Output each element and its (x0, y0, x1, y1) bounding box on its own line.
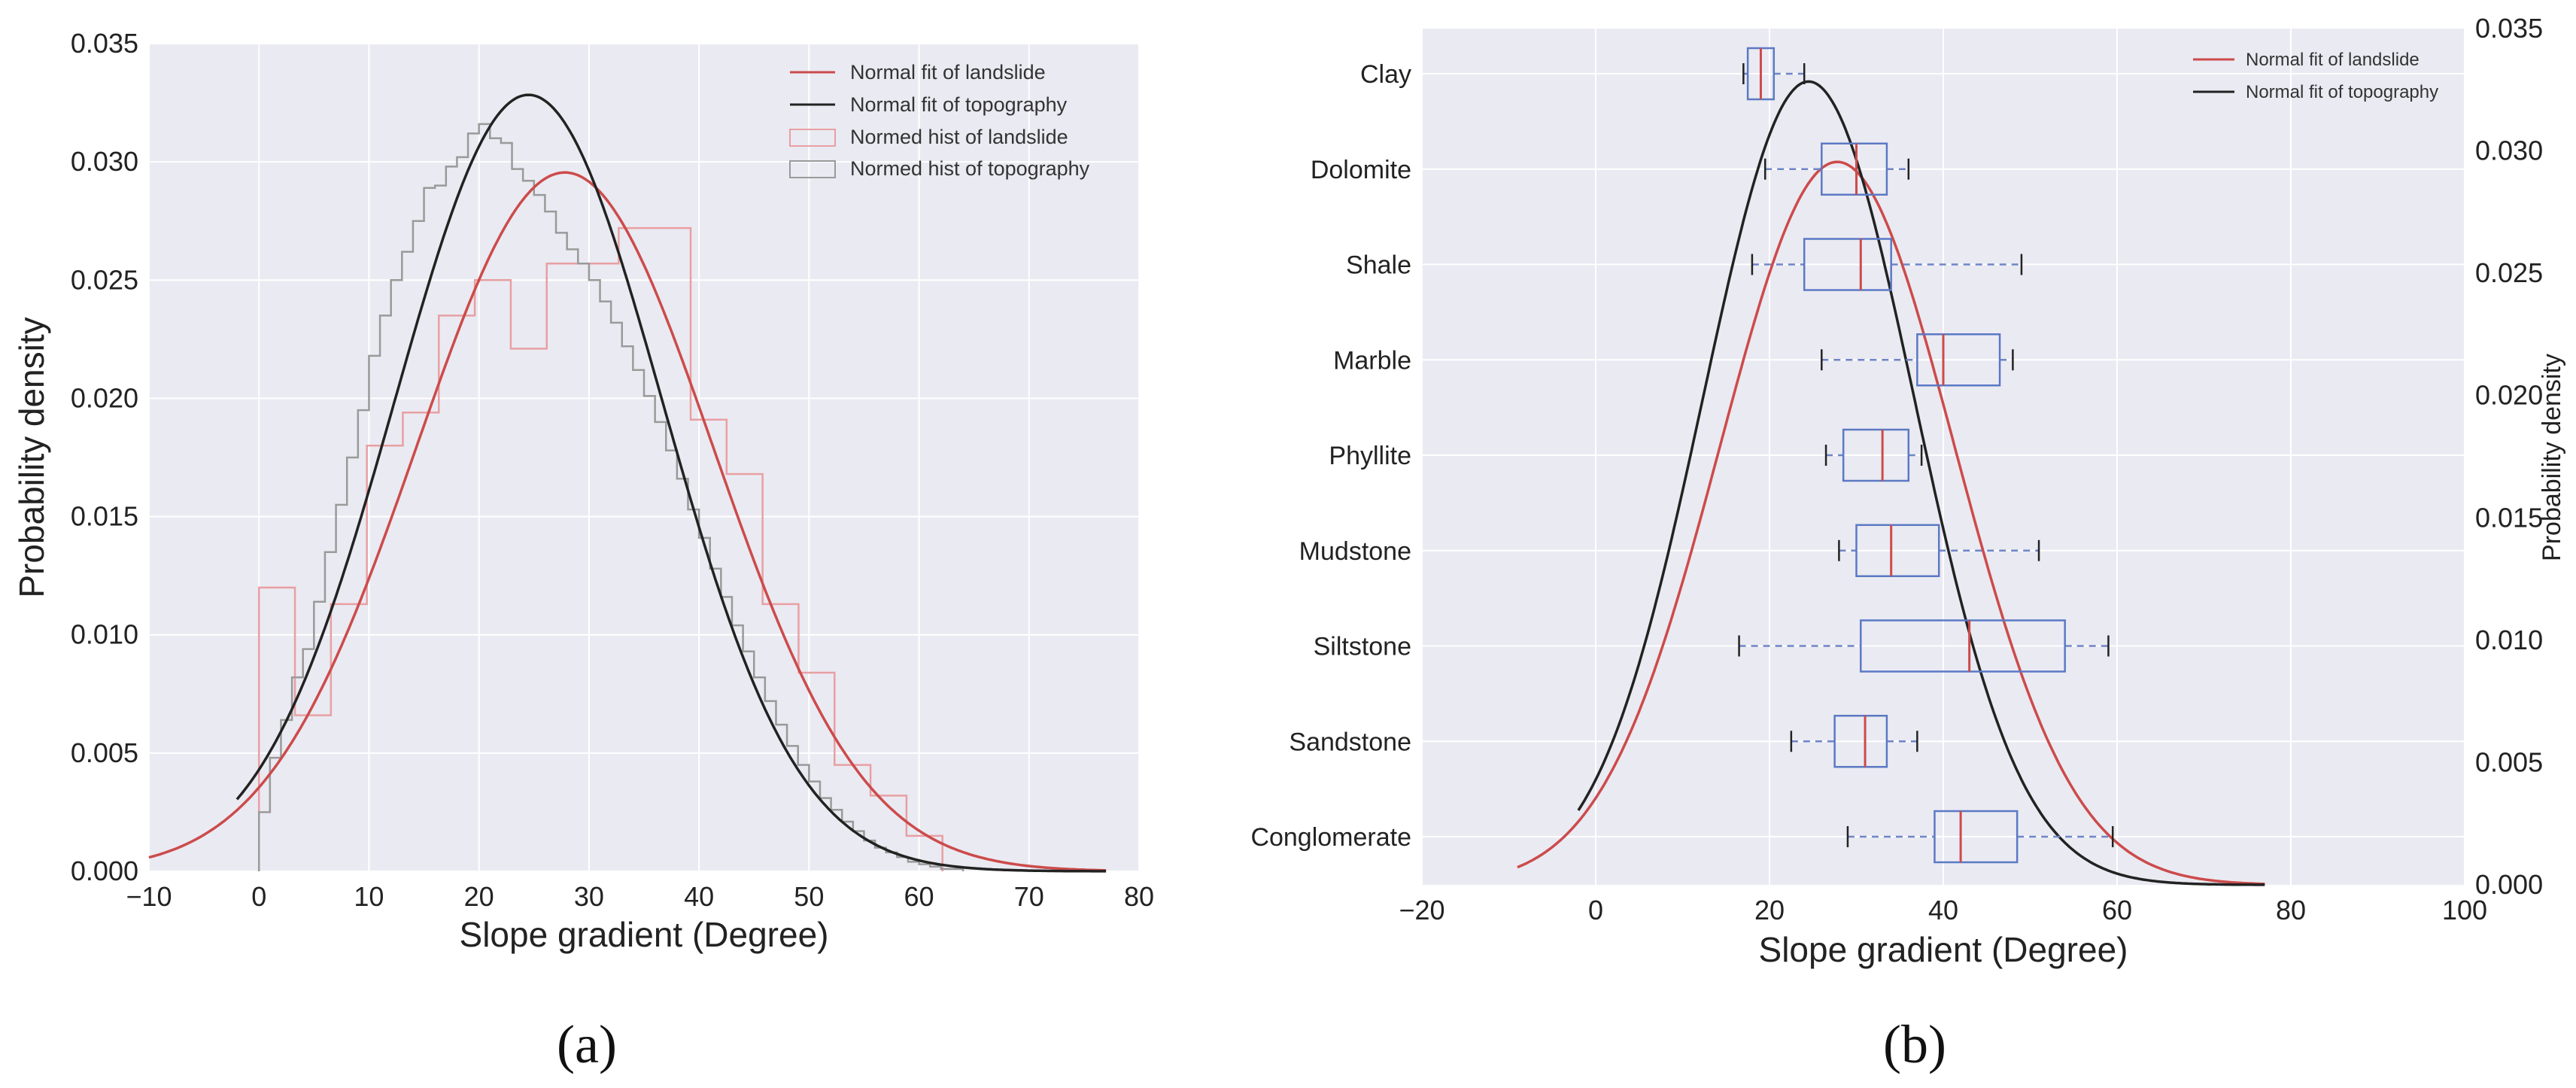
x-tick-label: 40 (684, 881, 714, 912)
category-label: Sandstone (1289, 728, 1411, 756)
y-tick-label: 0.015 (71, 501, 138, 532)
x-tick-label: 80 (2276, 895, 2306, 925)
y-tick-labels-a: 0.000 0.005 0.010 0.015 0.020 0.025 0.030 0.035 (71, 28, 138, 886)
legend-b: Normal fit of landslide Normal fit of to… (2193, 50, 2438, 102)
y2-tick-label: 0.020 (2475, 380, 2543, 411)
category-label: Marble (1333, 346, 1411, 375)
x-tick-labels-b: −20 0 20 40 60 80 100 (1399, 895, 2487, 925)
iqr-box (1842, 428, 1910, 482)
x-tick-label: 20 (464, 881, 494, 912)
boxplots-b (1738, 47, 2114, 864)
topography-normal-curve (1577, 80, 2265, 886)
category-labels-b: Clay Dolomite Shale Marble Phyllite Mudstone S… (1250, 60, 1411, 852)
y2-tick-label: 0.025 (2475, 257, 2543, 288)
x-tick-label: 10 (354, 881, 384, 912)
topography-histogram (257, 123, 964, 871)
legend-entry: Normal fit of topography (2246, 82, 2438, 102)
y-tick-label: 0.005 (71, 737, 138, 768)
y2-tick-label: 0.030 (2475, 135, 2543, 166)
y2-tick-label: 0.035 (2475, 13, 2543, 44)
x-axis-label-a: Slope gradient (Degree) (460, 915, 829, 954)
boxplot-mudstone (1838, 524, 2040, 577)
category-label: Phyllite (1329, 442, 1411, 470)
iqr-box (1860, 619, 2066, 673)
landslide-histogram (257, 226, 943, 871)
legend-entry: Normed hist of topography (850, 157, 1090, 180)
y-tick-label: 0.030 (71, 146, 138, 177)
legend-swatch (789, 129, 836, 147)
legend-entry: Normal fit of landslide (2246, 50, 2420, 70)
y2-tick-label: 0.005 (2475, 746, 2543, 777)
boxplot-shale (1751, 238, 2023, 291)
x-tick-label: 40 (1928, 895, 1958, 925)
category-label: Siltstone (1314, 633, 1411, 661)
iqr-box (1833, 715, 1888, 768)
panel-b: Clay Dolomite Shale Marble Phyllite Mudstone S… (1250, 13, 2566, 1074)
legend-entry: Normal fit of topography (850, 93, 1068, 116)
legend-swatch (789, 160, 836, 178)
panel-label-a: (a) (557, 1014, 617, 1074)
y2-tick-label: 0.000 (2475, 869, 2543, 900)
landslide-normal-curve (1517, 160, 2265, 886)
x-tick-label: 20 (1754, 895, 1785, 925)
y-tick-label: 0.020 (71, 382, 138, 413)
x-tick-label: 30 (574, 881, 604, 912)
iqr-box (1821, 142, 1888, 196)
x-axis-label-b: Slope gradient (Degree) (1759, 930, 2128, 969)
legend-entry: Normal fit of landslide (850, 61, 1046, 84)
y2-axis-label-b: Probability density (2538, 354, 2566, 561)
x-tick-label: 60 (904, 881, 934, 912)
iqr-box (1916, 333, 2001, 387)
boxplot-phyllite (1824, 428, 1923, 482)
y-tick-label: 0.000 (71, 856, 138, 886)
category-label: Dolomite (1311, 156, 1411, 184)
y-tick-label: 0.025 (71, 264, 138, 295)
y2-tick-label: 0.010 (2475, 625, 2543, 655)
x-tick-label: 0 (251, 881, 266, 912)
x-tick-label: 0 (1588, 895, 1603, 925)
x-tick-labels-a: −10 0 10 20 30 40 50 60 70 80 (126, 881, 1154, 912)
landslide-normal-curve (148, 171, 1107, 872)
boxplot-sandstone (1790, 715, 1918, 768)
boxplot-clay (1742, 47, 1806, 101)
category-label: Clay (1360, 60, 1411, 89)
panel-label-b: (b) (1883, 1014, 1946, 1074)
grid-a (148, 43, 1140, 872)
category-label: Conglomerate (1250, 823, 1411, 852)
histograms-a (257, 123, 964, 871)
y2-tick-label: 0.015 (2475, 502, 2543, 533)
panel-a: −10 0 10 20 30 40 50 60 70 80 0.000 0.005 0.010 0.01… (12, 28, 1154, 1074)
x-tick-label: 70 (1014, 881, 1044, 912)
normal-curves-a (148, 93, 1107, 873)
x-tick-label: 60 (2102, 895, 2132, 925)
iqr-box (1855, 524, 1940, 577)
y2-tick-labels-b: 0.000 0.005 0.010 0.015 0.020 0.025 0.030 0.035 (2475, 13, 2543, 900)
iqr-box (1803, 238, 1892, 291)
topography-normal-curve (235, 93, 1107, 873)
plot-area-a (149, 44, 1139, 871)
boxplot-dolomite (1763, 142, 1910, 196)
boxplot-marble (1821, 333, 2014, 387)
category-label: Mudstone (1299, 537, 1411, 566)
y-tick-label: 0.035 (71, 28, 138, 59)
normal-curves-b (1517, 80, 2265, 886)
y-axis-label-a: Probability density (12, 317, 51, 597)
category-label: Shale (1346, 251, 1411, 280)
legend-entry: Normed hist of landslide (850, 126, 1068, 148)
x-tick-label: −20 (1399, 895, 1444, 925)
x-tick-label: −10 (126, 881, 172, 912)
iqr-box (1934, 810, 2019, 864)
y-tick-label: 0.010 (71, 619, 138, 650)
x-tick-label: 100 (2442, 895, 2487, 925)
x-tick-label: 80 (1124, 881, 1154, 912)
x-tick-label: 50 (794, 881, 824, 912)
legend-a: Normal fit of landslide Normal fit of to… (789, 61, 1090, 180)
boxplot-siltstone (1738, 619, 2110, 673)
boxplot-conglomerate (1846, 810, 2114, 864)
